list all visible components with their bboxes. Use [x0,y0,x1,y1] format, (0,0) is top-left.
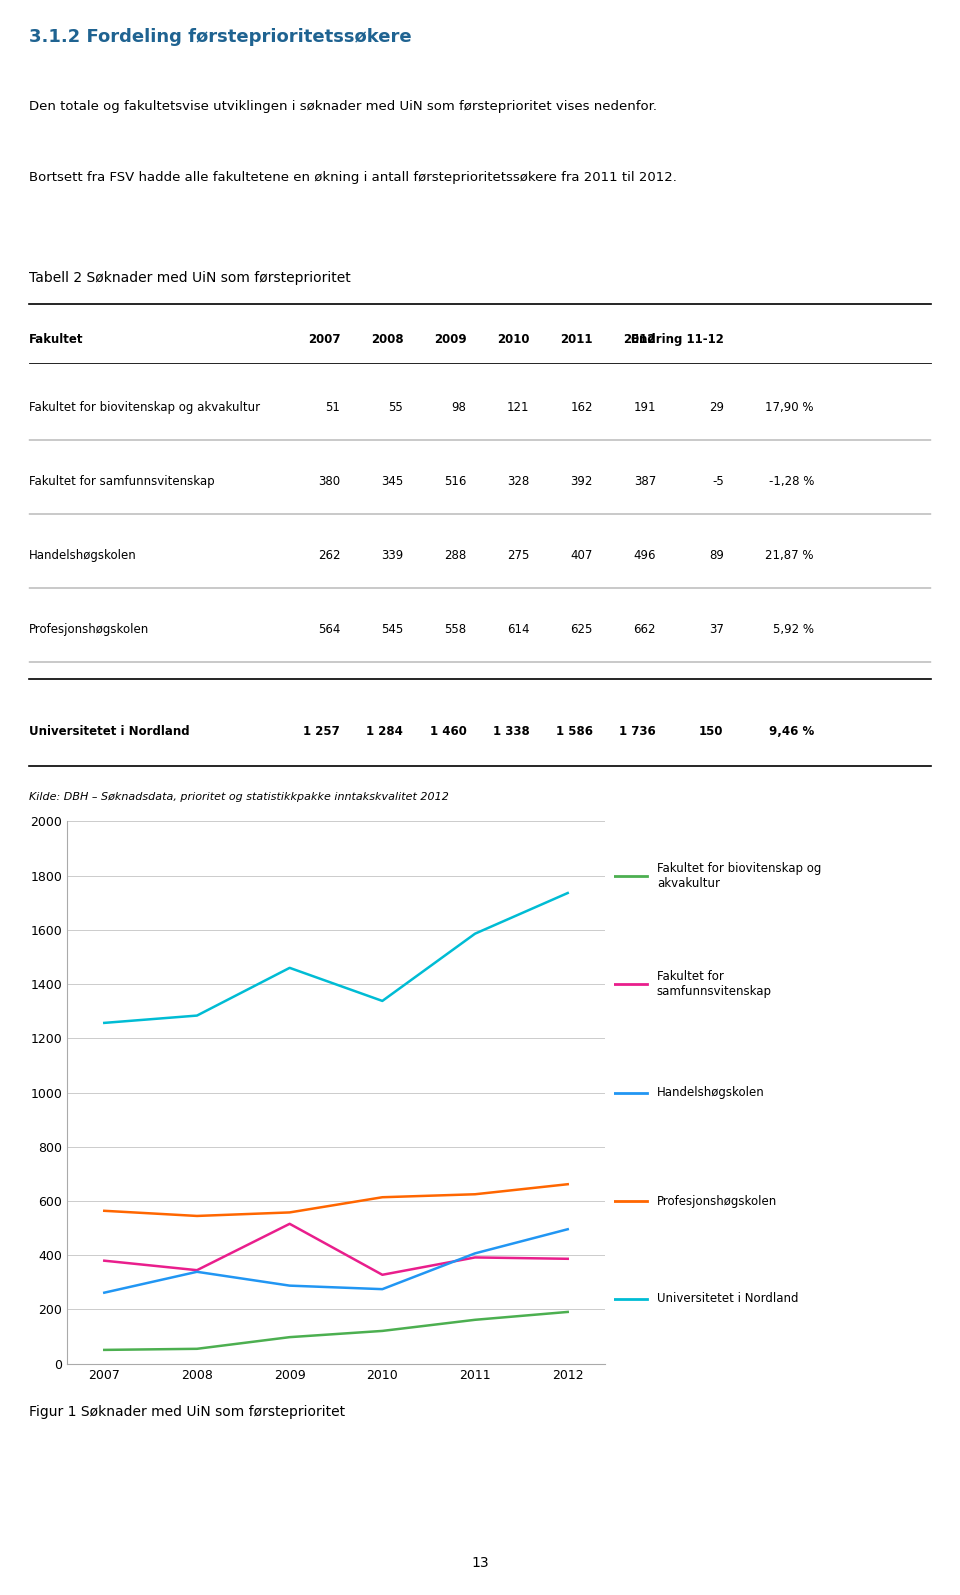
Text: 1 736: 1 736 [619,726,656,738]
Text: 121: 121 [507,402,530,415]
Text: 545: 545 [381,624,403,636]
Text: 162: 162 [570,402,592,415]
Text: 98: 98 [451,402,467,415]
Text: 1 460: 1 460 [429,726,467,738]
Text: 9,46 %: 9,46 % [769,726,814,738]
Text: Tabell 2 Søknader med UiN som førsteprioritet: Tabell 2 Søknader med UiN som førsteprio… [29,271,350,286]
Text: 2008: 2008 [371,333,403,346]
Text: 13: 13 [471,1557,489,1569]
Text: 1 586: 1 586 [556,726,592,738]
Text: 55: 55 [389,402,403,415]
Text: 662: 662 [634,624,656,636]
Text: 21,87 %: 21,87 % [765,549,814,563]
Text: 1 338: 1 338 [492,726,530,738]
Text: Endring 11-12: Endring 11-12 [631,333,724,346]
Text: Figur 1 Søknader med UiN som førsteprioritet: Figur 1 Søknader med UiN som førsteprior… [29,1405,345,1418]
Text: Den totale og fakultetsvise utviklingen i søknader med UiN som førsteprioritet v: Den totale og fakultetsvise utviklingen … [29,99,657,113]
Text: 564: 564 [318,624,340,636]
Text: -1,28 %: -1,28 % [769,475,814,488]
Text: Fakultet for biovitenskap og akvakultur: Fakultet for biovitenskap og akvakultur [29,402,260,415]
Text: Fakultet for
samfunnsvitenskap: Fakultet for samfunnsvitenskap [657,970,772,998]
Text: 89: 89 [708,549,724,563]
Text: 29: 29 [708,402,724,415]
Text: 150: 150 [699,726,724,738]
Text: 496: 496 [634,549,656,563]
Text: 3.1.2 Fordeling førsteprioritetssøkere: 3.1.2 Fordeling førsteprioritetssøkere [29,29,412,46]
Text: 17,90 %: 17,90 % [765,402,814,415]
Text: 614: 614 [507,624,530,636]
Text: 1 257: 1 257 [303,726,340,738]
Text: 2010: 2010 [497,333,530,346]
Text: Handelshøgskolen: Handelshøgskolen [29,549,136,563]
Text: 2011: 2011 [561,333,592,346]
Text: 37: 37 [708,624,724,636]
Text: 328: 328 [508,475,530,488]
Text: Universitetet i Nordland: Universitetet i Nordland [657,1292,799,1305]
Text: Universitetet i Nordland: Universitetet i Nordland [29,726,189,738]
Text: 51: 51 [325,402,340,415]
Text: 2012: 2012 [623,333,656,346]
Text: 387: 387 [634,475,656,488]
Text: 288: 288 [444,549,467,563]
Text: 516: 516 [444,475,467,488]
Text: 262: 262 [318,549,340,563]
Text: Kilde: DBH – Søknadsdata, prioritet og statistikkpakke inntakskvalitet 2012: Kilde: DBH – Søknadsdata, prioritet og s… [29,791,448,802]
Text: -5: -5 [712,475,724,488]
Text: 625: 625 [570,624,592,636]
Text: Fakultet: Fakultet [29,333,84,346]
Text: Profesjonshøgskolen: Profesjonshøgskolen [29,624,149,636]
Text: 2009: 2009 [434,333,467,346]
Text: 2007: 2007 [307,333,340,346]
Text: 275: 275 [507,549,530,563]
Text: 558: 558 [444,624,467,636]
Text: 407: 407 [570,549,592,563]
Text: 392: 392 [570,475,592,488]
Text: Bortsett fra FSV hadde alle fakultetene en økning i antall førsteprioritetssøker: Bortsett fra FSV hadde alle fakultetene … [29,172,677,185]
Text: Handelshøgskolen: Handelshøgskolen [657,1086,764,1099]
Text: 345: 345 [381,475,403,488]
Text: Profesjonshøgskolen: Profesjonshøgskolen [657,1195,777,1207]
Text: Fakultet for biovitenskap og
akvakultur: Fakultet for biovitenskap og akvakultur [657,861,821,890]
Text: 5,92 %: 5,92 % [773,624,814,636]
Text: 191: 191 [634,402,656,415]
Text: 380: 380 [318,475,340,488]
Text: 339: 339 [381,549,403,563]
Text: Fakultet for samfunnsvitenskap: Fakultet for samfunnsvitenskap [29,475,214,488]
Text: 1 284: 1 284 [367,726,403,738]
